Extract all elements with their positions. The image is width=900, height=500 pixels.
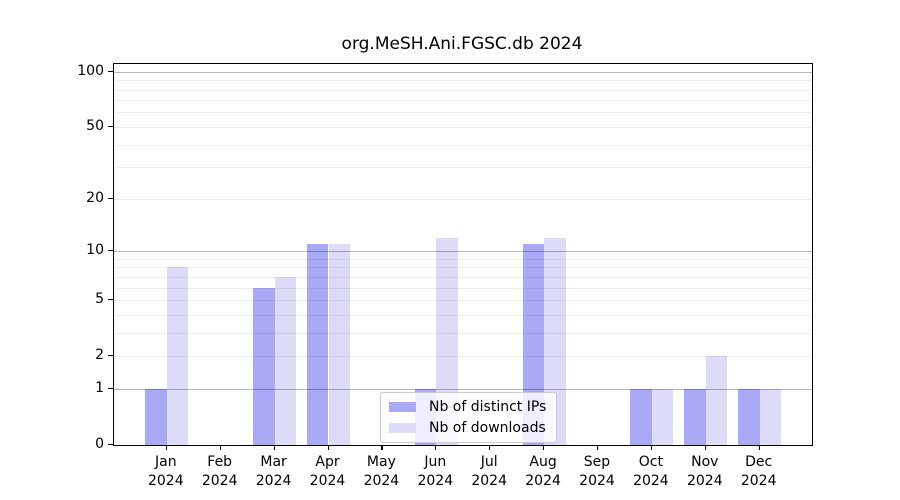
legend-label-downloads: Nb of downloads bbox=[429, 420, 546, 436]
bar-dec-downloads bbox=[759, 388, 782, 445]
gridline-y-60 bbox=[114, 112, 812, 114]
x-tick-label-jul: Jul 2024 bbox=[471, 454, 507, 489]
bar-mar-downloads bbox=[274, 276, 297, 445]
gridline-y-5 bbox=[114, 300, 812, 301]
legend-swatch-downloads bbox=[389, 423, 416, 433]
gridline-y-80 bbox=[114, 89, 812, 91]
gridline-y-7 bbox=[114, 276, 812, 278]
x-tick-label-sep: Sep 2024 bbox=[579, 454, 615, 489]
y-tick-mark bbox=[108, 125, 113, 128]
gridline-y-10 bbox=[114, 251, 812, 252]
bar-apr-distinct-ips bbox=[306, 244, 329, 445]
bar-oct-downloads bbox=[651, 388, 674, 445]
x-tick-label-jan: Jan 2024 bbox=[147, 454, 184, 489]
gridline-y-50 bbox=[114, 126, 812, 128]
gridline-y-100 bbox=[114, 71, 812, 73]
chart-title: org.MeSH.Ani.FGSC.db 2024 bbox=[341, 34, 583, 54]
x-tick-mark bbox=[597, 445, 599, 450]
gridline-y-30 bbox=[114, 167, 812, 169]
gridline-y-8 bbox=[114, 267, 812, 269]
x-tick-mark bbox=[704, 445, 706, 450]
gridline-y-90 bbox=[114, 80, 812, 82]
y-tick-label-1: 1 bbox=[95, 379, 104, 396]
y-tick-label-5: 5 bbox=[95, 291, 104, 308]
bar-nov-distinct-ips bbox=[684, 388, 706, 445]
y-tick-label-0: 0 bbox=[95, 436, 104, 452]
bar-nov-downloads bbox=[705, 356, 728, 445]
y-tick-label-2: 2 bbox=[95, 347, 104, 364]
bar-oct-distinct-ips bbox=[630, 388, 652, 445]
x-tick-label-mar: Mar 2024 bbox=[255, 454, 292, 489]
legend-item-downloads: Nb of downloads bbox=[389, 420, 546, 436]
gridline-y-20 bbox=[114, 198, 812, 200]
legend-label-distinct-ips: Nb of distinct IPs bbox=[429, 399, 547, 415]
legend-swatch-distinct-ips bbox=[389, 402, 416, 412]
legend: Nb of distinct IPs Nb of downloads bbox=[380, 392, 558, 443]
x-tick-mark bbox=[273, 445, 275, 450]
x-tick-mark bbox=[435, 445, 437, 450]
x-tick-label-nov: Nov 2024 bbox=[686, 454, 723, 489]
gridline-y-3 bbox=[114, 332, 812, 334]
y-tick-label-100: 100 bbox=[77, 62, 104, 79]
x-tick-mark bbox=[327, 445, 329, 450]
x-tick-mark bbox=[543, 445, 545, 450]
bar-apr-downloads bbox=[328, 244, 351, 445]
y-tick-mark bbox=[108, 387, 113, 390]
gridline-y-4 bbox=[114, 314, 812, 316]
x-tick-label-jun: Jun 2024 bbox=[417, 454, 454, 489]
x-tick-mark bbox=[489, 445, 491, 450]
gridline-y-70 bbox=[114, 100, 812, 102]
x-tick-label-oct: Oct 2024 bbox=[633, 454, 669, 489]
x-tick-mark bbox=[219, 445, 221, 450]
gridline-y-9 bbox=[114, 258, 812, 260]
x-tick-label-apr: Apr 2024 bbox=[309, 454, 346, 489]
legend-item-distinct-ips: Nb of distinct IPs bbox=[389, 399, 546, 415]
x-tick-label-dec: Dec 2024 bbox=[740, 454, 777, 489]
bar-dec-distinct-ips bbox=[738, 388, 760, 445]
y-tick-label-20: 20 bbox=[86, 189, 104, 206]
gridline-y-40 bbox=[114, 144, 812, 146]
x-tick-label-aug: Aug 2024 bbox=[525, 454, 561, 489]
y-tick-label-50: 50 bbox=[86, 117, 104, 134]
gridline-y-6 bbox=[114, 287, 812, 289]
bar-jan-distinct-ips bbox=[145, 388, 167, 445]
x-tick-mark bbox=[650, 445, 653, 450]
y-tick-mark bbox=[108, 70, 113, 72]
plot-area: Nb of distinct IPs Nb of downloads bbox=[113, 63, 813, 446]
y-tick-mark bbox=[108, 299, 113, 301]
y-tick-label-10: 10 bbox=[86, 242, 104, 258]
x-tick-label-may: May 2024 bbox=[363, 454, 400, 489]
x-tick-mark bbox=[381, 445, 383, 450]
y-tick-mark bbox=[108, 444, 113, 446]
x-tick-mark bbox=[758, 445, 760, 450]
x-tick-mark bbox=[165, 445, 167, 450]
y-tick-mark bbox=[108, 355, 113, 357]
y-tick-mark bbox=[108, 197, 113, 199]
x-tick-label-feb: Feb 2024 bbox=[201, 454, 238, 489]
y-tick-mark bbox=[108, 250, 113, 252]
bar-jan-downloads bbox=[166, 267, 189, 445]
bar-mar-distinct-ips bbox=[253, 287, 275, 445]
